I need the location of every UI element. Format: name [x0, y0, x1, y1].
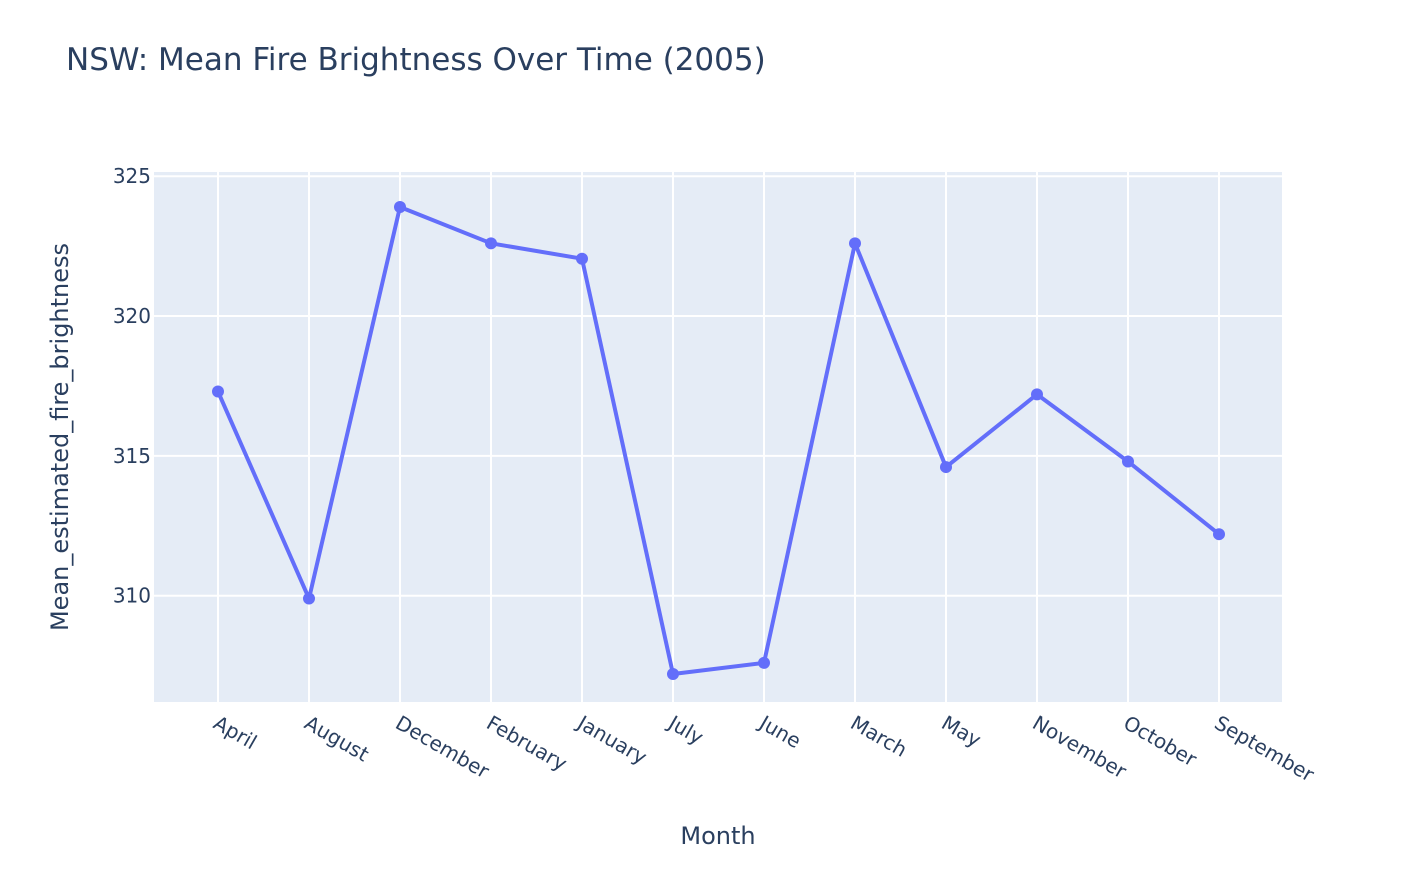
- series-line: [216, 204, 1221, 677]
- x-tick-label: February: [483, 711, 572, 776]
- data-point: [849, 237, 861, 250]
- x-tick-label: October: [1120, 711, 1202, 772]
- data-point: [667, 668, 679, 681]
- x-tick-label: November: [1029, 711, 1132, 784]
- x-tick-label: June: [754, 710, 805, 754]
- x-tick-label: January: [572, 710, 652, 770]
- y-tick-label: 320: [113, 304, 151, 328]
- y-axis-title: Mean_estimated_fire_brightness: [46, 243, 74, 631]
- x-tick-label: August: [301, 711, 374, 767]
- data-point: [1122, 455, 1134, 468]
- data-point: [758, 656, 770, 669]
- data-point: [1213, 528, 1225, 541]
- x-tick-label: September: [1211, 711, 1319, 787]
- x-tick-label: July: [663, 710, 708, 750]
- x-tick-label: May: [938, 711, 986, 753]
- y-tick-label: 310: [113, 584, 151, 608]
- y-tick-label: 325: [113, 164, 151, 188]
- plot-area: [154, 172, 1282, 702]
- data-point: [940, 461, 952, 474]
- x-axis-title: Month: [680, 822, 755, 850]
- data-point: [485, 237, 497, 250]
- data-point: [303, 592, 315, 605]
- x-tick-label: December: [392, 711, 494, 784]
- x-tick-label: March: [847, 711, 912, 762]
- y-tick-label: 315: [113, 444, 151, 468]
- chart-title: NSW: Mean Fire Brightness Over Time (200…: [66, 42, 766, 78]
- y-axis-ticks: 310 315 320 325: [113, 164, 151, 608]
- data-point: [212, 385, 224, 398]
- data-point: [394, 200, 406, 213]
- data-point: [1031, 388, 1043, 401]
- x-tick-label: April: [210, 711, 262, 755]
- data-point: [576, 252, 588, 265]
- data-points: [212, 200, 1225, 681]
